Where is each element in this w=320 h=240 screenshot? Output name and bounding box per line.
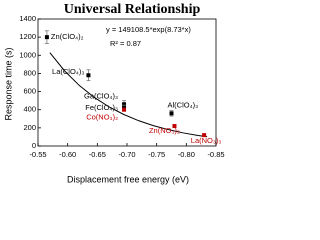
fit-equation: y = 149108.5*exp(8.73*x) (106, 25, 191, 34)
fit-curve (49, 52, 208, 138)
x-tick-label: -0.60 (59, 150, 76, 159)
point (172, 124, 177, 129)
fit-r2: R² = 0.87 (110, 39, 141, 48)
point (122, 107, 127, 112)
point-label: La(NO₃)₃ (191, 136, 222, 145)
x-tick-label: -0.85 (207, 150, 224, 159)
chart: Universal Relationship y = 149108.5*exp(… (3, 2, 224, 184)
point (86, 73, 91, 78)
x-tick-label: -0.75 (148, 150, 165, 159)
point-label: La(ClO₄)₃ (52, 67, 84, 76)
x-axis-label: Displacement free energy (eV) (67, 174, 189, 184)
x-tick-label: -0.70 (118, 150, 135, 159)
y-tick-label: 600 (23, 87, 36, 96)
point-label: Zn(NO₃)₂ (149, 126, 180, 135)
y-tick-label: 200 (23, 123, 36, 132)
y-tick-label: 400 (23, 105, 36, 114)
point (122, 102, 127, 107)
point-label: Ga(ClO₄)₃ (84, 91, 118, 100)
point-label: Al(ClO₄)₃ (168, 100, 199, 109)
x-tick-label: -0.55 (29, 150, 46, 159)
y-tick-label: 800 (23, 68, 36, 77)
point-label: Zn(ClO₄)₂ (51, 32, 84, 41)
y-tick-label: 1200 (19, 32, 36, 41)
point-label: Co(NO₃)₂ (86, 113, 118, 122)
point-label: Fe(ClO₄)₃ (85, 103, 118, 112)
x-tick-label: -0.80 (178, 150, 195, 159)
y-tick-label: 1400 (19, 14, 36, 23)
y-tick-label: 0 (32, 141, 36, 150)
y-tick-label: 1000 (19, 50, 36, 59)
point (44, 35, 49, 40)
chart-title: Universal Relationship (64, 2, 201, 17)
point (202, 133, 207, 138)
x-tick-label: -0.65 (89, 150, 106, 159)
point (169, 111, 174, 116)
y-axis-label: Response time (s) (3, 47, 13, 120)
